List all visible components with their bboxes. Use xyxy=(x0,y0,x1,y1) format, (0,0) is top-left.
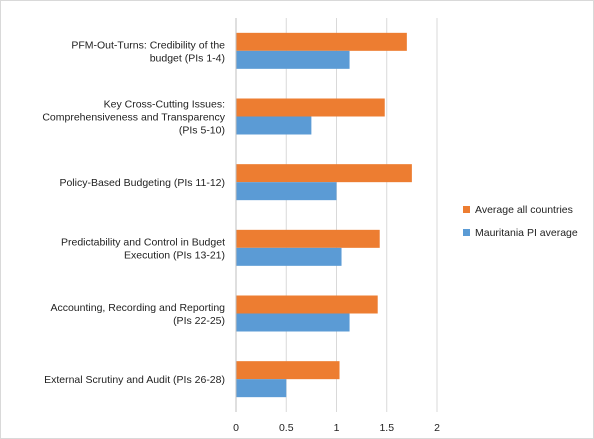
x-tick-label-2: 1 xyxy=(334,422,340,434)
category-label-1-line-0: Key Cross-Cutting Issues: xyxy=(104,99,225,111)
category-label-2-line-0: Policy-Based Budgeting (PIs 11-12) xyxy=(59,177,225,189)
bar-average-all-countries-4 xyxy=(236,295,378,314)
bar-average-all-countries-5 xyxy=(236,361,340,380)
category-label-0-line-0: PFM-Out-Turns: Credibility of the xyxy=(71,39,225,51)
category-label-1-line-1: Comprehensiveness and Transparency xyxy=(42,112,225,124)
bar-mauritania-pi-average-1 xyxy=(236,116,312,135)
bar-mauritania-pi-average-3 xyxy=(236,247,342,266)
category-label-4-line-0: Accounting, Recording and Reporting xyxy=(50,302,225,314)
bar-average-all-countries-0 xyxy=(236,32,407,51)
legend-swatch-1 xyxy=(463,229,470,236)
bar-average-all-countries-2 xyxy=(236,164,412,183)
legend-label-1: Mauritania PI average xyxy=(475,227,578,239)
bar-average-all-countries-1 xyxy=(236,98,385,117)
x-tick-label-3: 1.5 xyxy=(379,422,394,434)
category-label-0-line-1: budget (PIs 1-4) xyxy=(150,52,225,64)
category-label-4-line-1: (PIs 22-25) xyxy=(173,315,225,327)
category-label-3-line-1: Execution (PIs 13-21) xyxy=(124,249,225,261)
bar-mauritania-pi-average-4 xyxy=(236,313,350,332)
category-label-1-line-2: (PIs 5-10) xyxy=(179,125,225,137)
x-tick-label-1: 0.5 xyxy=(279,422,294,434)
bar-mauritania-pi-average-0 xyxy=(236,50,350,69)
x-tick-label-0: 0 xyxy=(233,422,239,434)
bar-average-all-countries-3 xyxy=(236,229,380,248)
x-tick-label-4: 2 xyxy=(434,422,440,434)
bar-mauritania-pi-average-2 xyxy=(236,182,337,201)
category-label-5-line-0: External Scrutiny and Audit (PIs 26-28) xyxy=(44,374,225,386)
legend-label-0: Average all countries xyxy=(475,204,573,216)
category-label-3-line-0: Predictability and Control in Budget xyxy=(61,236,225,248)
bar-mauritania-pi-average-5 xyxy=(236,379,287,398)
legend-swatch-0 xyxy=(463,206,470,213)
